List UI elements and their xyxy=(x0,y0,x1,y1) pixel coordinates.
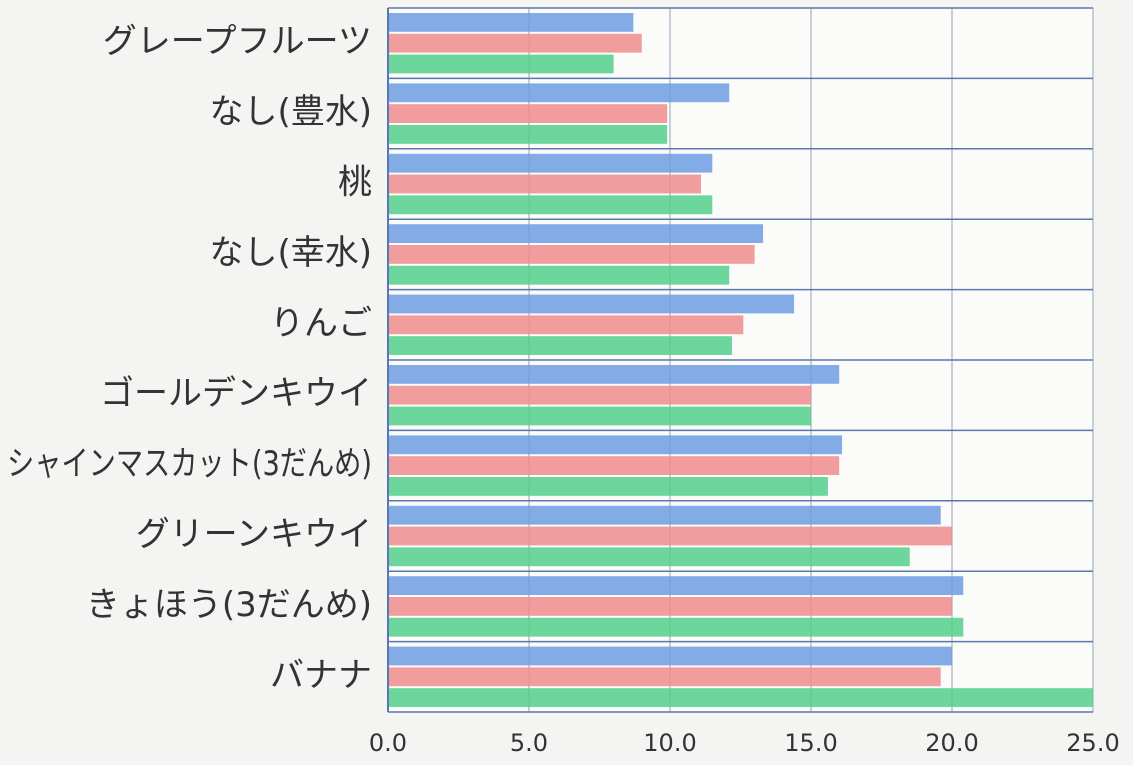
x-tick-label: 0.0 xyxy=(369,729,407,757)
x-tick-label: 25.0 xyxy=(1066,729,1119,757)
bar xyxy=(388,153,713,173)
y-tick-label: りんご xyxy=(270,303,372,343)
bar xyxy=(388,688,1093,707)
y-tick-label: なし(幸水) xyxy=(209,233,372,273)
y-tick-label: グリーンキウイ xyxy=(136,515,372,555)
bar xyxy=(388,385,811,405)
y-tick-label: なし(豊水) xyxy=(209,92,372,132)
x-tick-label: 20.0 xyxy=(925,729,978,757)
bar xyxy=(388,245,755,264)
bar xyxy=(388,315,744,335)
y-tick-label: きょほう(3だんめ) xyxy=(86,585,372,625)
x-tick-label: 5.0 xyxy=(510,729,548,757)
bar xyxy=(388,294,795,314)
bar xyxy=(388,54,614,74)
bar xyxy=(388,646,952,666)
bar xyxy=(388,125,668,144)
bar xyxy=(388,13,634,32)
y-tick-label: ゴールデンキウイ xyxy=(100,374,372,414)
y-tick-label: バナナ xyxy=(270,655,372,695)
bar xyxy=(388,195,713,215)
y-tick-label: 桃 xyxy=(338,163,372,203)
bar xyxy=(388,365,840,384)
bar xyxy=(388,505,941,525)
bar xyxy=(388,597,952,616)
bar xyxy=(388,435,843,455)
x-tick-label: 10.0 xyxy=(643,729,696,757)
bar xyxy=(388,576,964,595)
y-tick-label: シャインマスカット(3だんめ) xyxy=(7,444,372,484)
bar xyxy=(388,174,702,194)
bar xyxy=(388,456,840,475)
y-tick-label: グレープフルーツ xyxy=(103,22,372,62)
x-tick-label: 15.0 xyxy=(784,729,837,757)
bar xyxy=(388,617,964,637)
bar xyxy=(388,667,941,687)
bar xyxy=(388,477,828,496)
bar xyxy=(388,83,730,103)
bar xyxy=(388,33,642,53)
bar xyxy=(388,224,764,243)
bar xyxy=(388,406,811,426)
bar xyxy=(388,104,668,123)
bar xyxy=(388,526,952,546)
bar xyxy=(388,336,733,355)
bar xyxy=(388,547,910,567)
bar xyxy=(388,265,730,285)
